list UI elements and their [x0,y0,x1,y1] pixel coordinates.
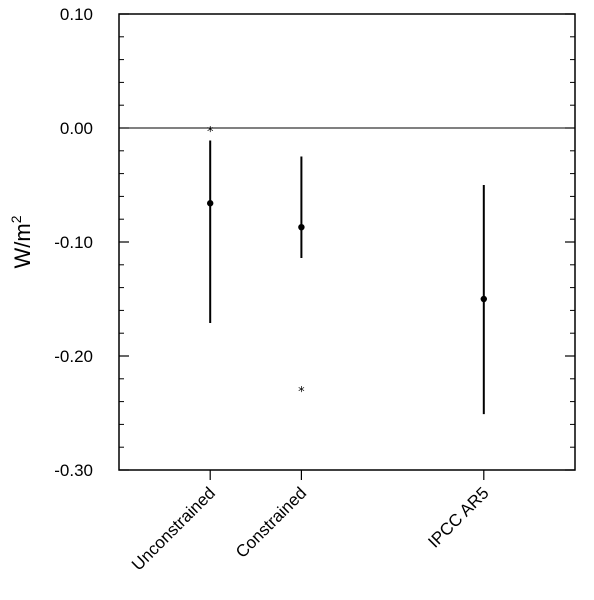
mean-point [480,295,487,303]
plot-frame [118,13,576,471]
y-tick-label: -0.30 [54,461,93,480]
y-axis-title-base: W/m [10,223,35,268]
category-label: IPCC AR5 [424,483,492,551]
y-axis-title: W/m2 [8,215,35,268]
y-tick-labels: 0.10 0.00 -0.10 -0.20 -0.30 [54,5,93,480]
category-label: Unconstrained [128,483,219,574]
y-tick-label: -0.20 [54,347,93,366]
mean-point [298,223,305,231]
asterisk-marker: * [298,385,305,400]
y-tick-label: -0.10 [54,233,93,252]
mean-point [207,200,214,207]
y-tick-label: 0.10 [60,5,93,24]
category-labels: Unconstrained Constrained IPCC AR5 [128,483,493,574]
y-tick-label: 0.00 [60,119,93,138]
asterisk-marker: * [207,125,214,140]
data-marks: ** [207,125,487,415]
tick-layer [119,13,575,480]
category-label: Constrained [232,483,310,561]
y-axis-title-superscript: 2 [8,215,24,223]
